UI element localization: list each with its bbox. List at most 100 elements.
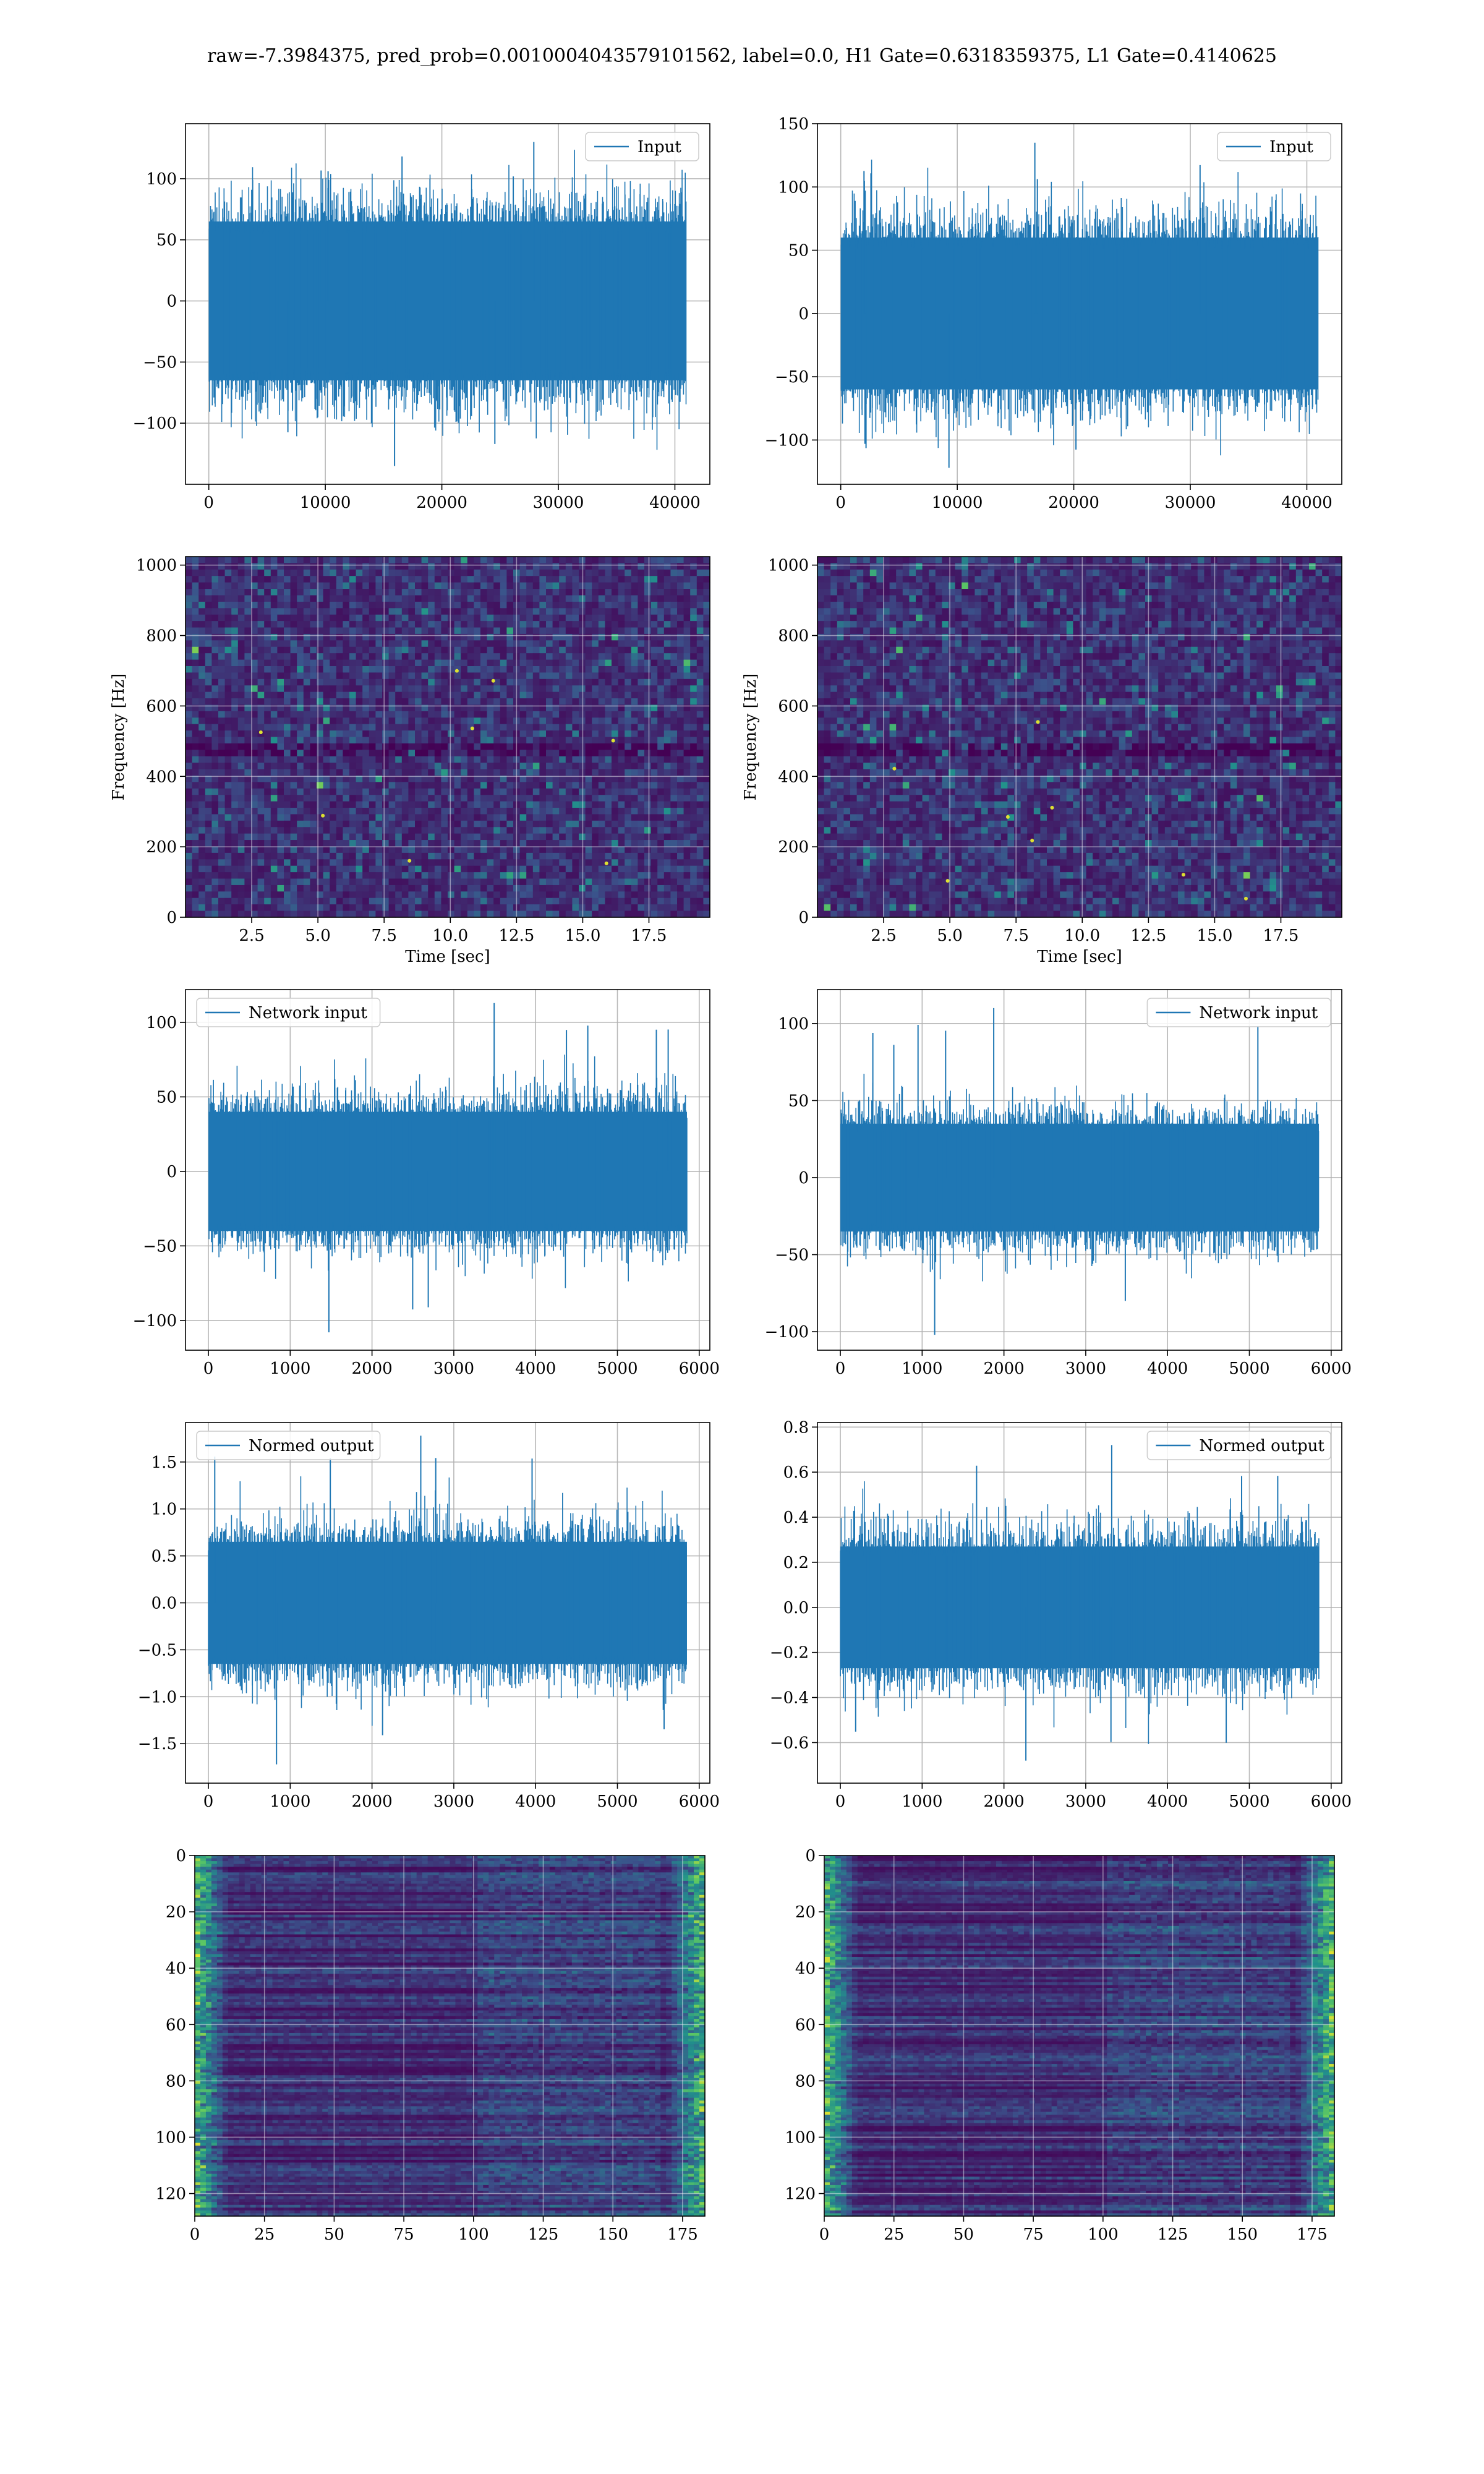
spectrogram-cell	[539, 885, 546, 892]
spectrogram-cell	[651, 660, 658, 667]
spectrogram-cell	[291, 717, 297, 724]
spectrogram-cell	[500, 802, 507, 808]
spectrogram-cell	[1007, 583, 1014, 589]
spectrogram-cell	[651, 904, 658, 911]
spectrogram-cell	[448, 802, 454, 808]
spectrogram-cell	[670, 640, 677, 647]
spectrogram-cell	[277, 583, 284, 589]
spectrogram-cell	[638, 692, 644, 699]
spectrogram-cell	[198, 583, 205, 589]
spectrogram-cell	[356, 679, 363, 686]
spectrogram-cell	[198, 666, 205, 673]
spectrogram-cell	[651, 866, 658, 873]
spectrogram-cell	[690, 692, 697, 699]
spectrogram-cell	[664, 730, 671, 737]
spectrogram-cell	[205, 827, 212, 834]
spectrogram-cell	[1138, 563, 1145, 570]
spectrogram-cell	[703, 872, 710, 879]
spectrogram-cell	[297, 557, 304, 563]
spectrogram-cell	[651, 698, 658, 705]
spectrogram-cell	[572, 911, 579, 918]
spectrogram-cell	[592, 640, 599, 647]
spectrogram-cell	[559, 859, 566, 866]
spectrogram-cell	[310, 685, 317, 692]
spectrogram-cell	[664, 711, 671, 718]
spectrogram-cell	[395, 621, 402, 628]
spectrogram-cell	[559, 583, 566, 589]
spectrogram-cell	[566, 666, 573, 673]
spectrogram-cell	[638, 846, 644, 853]
spectrogram-cell	[454, 846, 461, 853]
spectrogram-cell	[612, 724, 618, 731]
spectrogram-cell	[198, 859, 205, 866]
spectrogram-cell	[526, 563, 533, 570]
spectrogram-cell	[225, 570, 232, 576]
spectrogram-cell	[684, 814, 691, 821]
spectrogram-cell	[297, 679, 304, 686]
spectrogram-cell	[258, 891, 265, 898]
spectrogram-cell	[244, 634, 251, 641]
spectrogram-cell	[211, 853, 218, 860]
spectrogram-cell	[448, 724, 454, 731]
spectrogram-cell	[618, 866, 625, 873]
spectrogram-cell	[448, 827, 454, 834]
spectrogram-cell	[526, 904, 533, 911]
spectrogram-cell	[651, 595, 658, 602]
spectrogram-cell	[467, 563, 474, 570]
spectrogram-cell	[625, 634, 631, 641]
spectrogram-cell	[225, 872, 232, 879]
spectrogram-cell	[454, 898, 461, 905]
spectrogram-cell	[824, 576, 831, 583]
spectrogram-cell	[205, 898, 212, 905]
spectrogram-cell	[435, 672, 441, 679]
spectrogram-cell	[638, 640, 644, 647]
spectrogram-cell	[408, 808, 415, 815]
spectrogram-cell	[506, 717, 513, 724]
spectrogram-cell	[493, 563, 500, 570]
spectrogram-cell	[988, 557, 995, 563]
spectrogram-cell	[225, 563, 232, 570]
spectrogram-cell	[500, 866, 507, 873]
spectrogram-cell	[487, 634, 494, 641]
spectrogram-cell	[408, 634, 415, 641]
spectrogram-cell	[644, 653, 651, 660]
spectrogram-cell	[297, 666, 304, 673]
spectrogram-cell	[467, 615, 474, 622]
spectrogram-cell	[244, 750, 251, 756]
spectrogram-cell	[566, 583, 573, 589]
spectrogram-cell	[638, 885, 644, 892]
spectrogram-cell	[566, 904, 573, 911]
spectrogram-cell	[244, 666, 251, 673]
spectrogram-cell	[599, 750, 605, 756]
spectrogram-cell	[579, 737, 586, 744]
spectrogram-cell	[506, 615, 513, 622]
spectrogram-cell	[277, 782, 284, 789]
spectrogram-cell	[415, 595, 422, 602]
spectrogram-cell	[612, 789, 618, 795]
spectrogram-cell	[474, 730, 480, 737]
spectrogram-cell	[323, 628, 330, 635]
spectrogram-image	[817, 557, 1342, 918]
spectrogram-cell	[435, 615, 441, 622]
spectrogram-cell	[697, 711, 704, 718]
spectrogram-cell	[291, 808, 297, 815]
spectrogram-cell	[218, 608, 225, 615]
spectrogram-cell	[336, 859, 343, 866]
spectrogram-cell	[277, 808, 284, 815]
spectrogram-cell	[402, 750, 409, 756]
spectrogram-cell	[824, 557, 831, 563]
spectrogram-cell	[454, 853, 461, 860]
spectrogram-cell	[389, 634, 396, 641]
spectrogram-cell	[402, 827, 409, 834]
spectrogram-cell	[330, 911, 336, 918]
spectrogram-cell	[657, 743, 664, 750]
spectrogram-cell	[218, 570, 225, 576]
spectrogram-cell	[1224, 576, 1230, 583]
spectrogram-cell	[566, 621, 573, 628]
spectrogram-cell	[690, 647, 697, 654]
spectrogram-cell	[343, 634, 349, 641]
spectrogram-cell	[586, 595, 592, 602]
spectrogram-cell	[506, 595, 513, 602]
spectrogram-cell	[1329, 576, 1336, 583]
spectrogram-cell	[817, 563, 824, 570]
